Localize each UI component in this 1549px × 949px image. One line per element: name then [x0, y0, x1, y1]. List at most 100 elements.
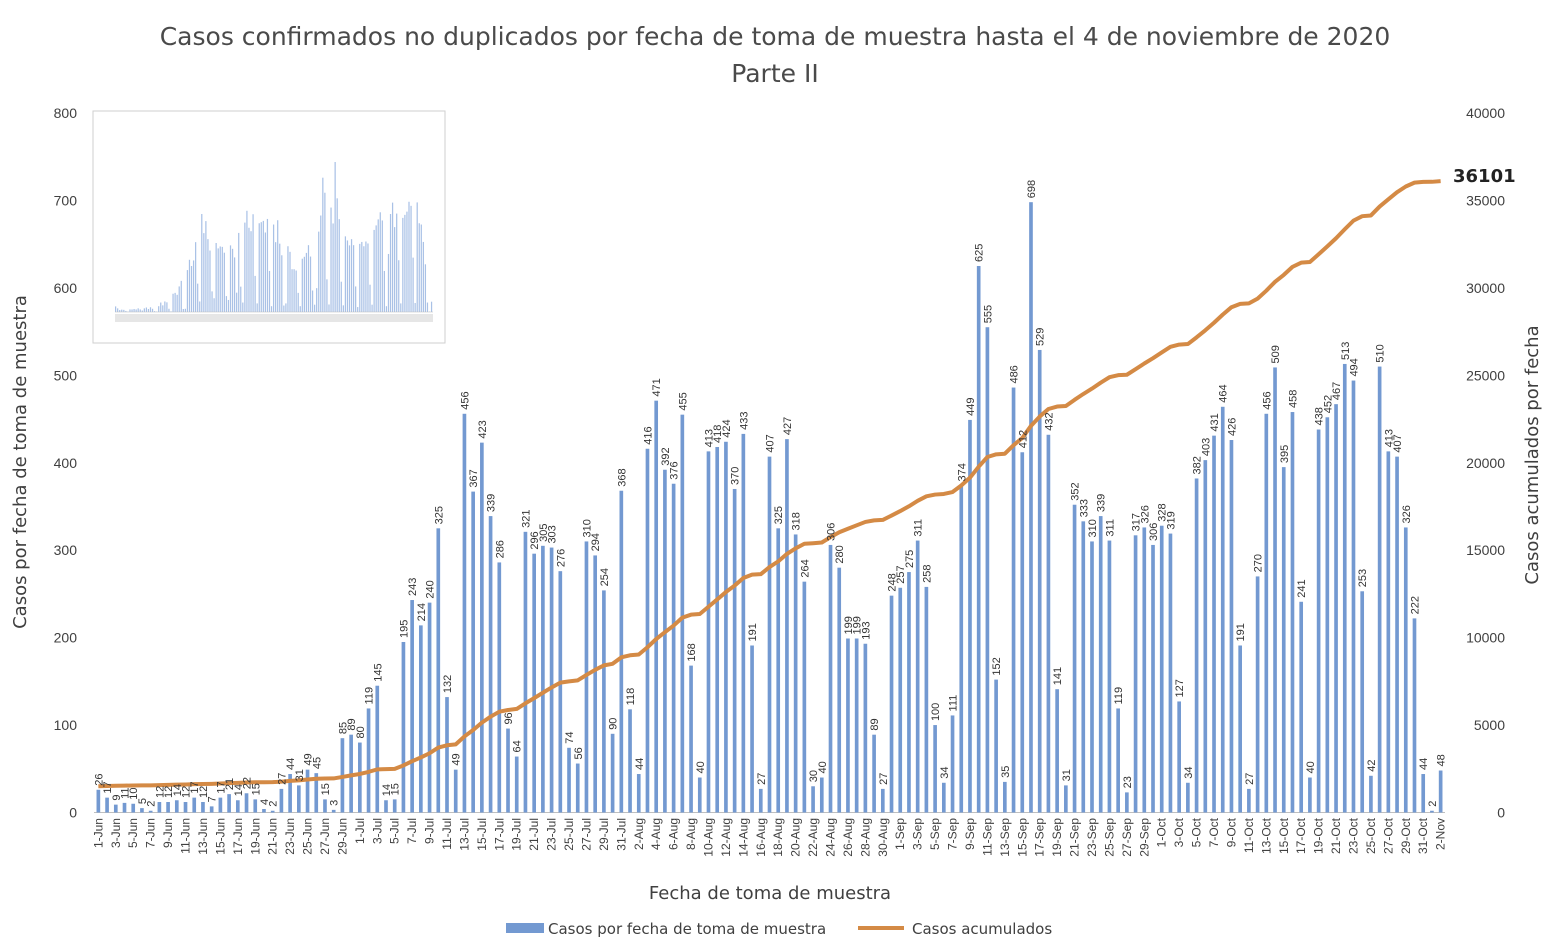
- bar-data-label: 214: [416, 603, 428, 621]
- bar-data-label: 370: [730, 467, 742, 485]
- bar-data-label: 368: [616, 468, 628, 486]
- inset-bar: [357, 307, 359, 312]
- x-tick-label: 7-Oct: [1207, 817, 1221, 847]
- x-tick-label: 14-Aug: [736, 818, 750, 857]
- x-tick-label: 9-Sep: [963, 818, 977, 850]
- bar-data-label: 294: [590, 533, 602, 551]
- inset-bar: [352, 245, 355, 312]
- inset-bar: [414, 302, 416, 312]
- x-tick-label: 16-Aug: [754, 818, 768, 857]
- inset-bar: [264, 232, 266, 312]
- bar: [907, 572, 911, 813]
- inset-bar: [387, 253, 390, 312]
- x-tick-label: 3-Oct: [1172, 817, 1186, 847]
- inset-bar: [371, 304, 373, 312]
- inset-bar: [211, 291, 213, 312]
- inset-bar: [379, 212, 381, 312]
- inset-bar: [117, 308, 119, 312]
- inset-tick-band: [115, 314, 433, 322]
- bar: [933, 725, 937, 813]
- bar-data-label: 26: [93, 774, 105, 786]
- bar: [122, 802, 127, 813]
- inset-bar: [373, 229, 375, 312]
- bar: [750, 645, 754, 813]
- bar-data-label: 513: [1340, 342, 1352, 360]
- cumulative-line-series: [98, 179, 1441, 789]
- inset-bar: [153, 311, 156, 312]
- bar-data-label: 529: [1035, 328, 1047, 346]
- bar: [880, 788, 885, 813]
- bar: [558, 571, 563, 813]
- inset-bar: [375, 225, 377, 312]
- bar-data-label: 44: [285, 758, 297, 770]
- bar-data-label: 127: [1174, 679, 1186, 697]
- bar-data-label: 352: [1070, 482, 1082, 500]
- inset-bar: [305, 252, 308, 312]
- bar-data-label: 407: [765, 434, 777, 452]
- inset-bar: [311, 290, 314, 312]
- inset-bar: [328, 304, 330, 312]
- inset-bar: [301, 258, 303, 312]
- bar: [828, 544, 833, 813]
- bar-data-label: 89: [346, 718, 358, 730]
- bar: [1299, 601, 1304, 813]
- x-tick-label: 11-Jun: [179, 818, 193, 854]
- bar-data-label: 90: [608, 718, 620, 730]
- bar: [767, 456, 772, 813]
- bar: [549, 547, 554, 813]
- bar: [741, 433, 746, 813]
- x-tick-label: 21-Oct: [1329, 817, 1343, 854]
- bar-data-label: 45: [311, 757, 323, 769]
- x-tick-label: 1-Sep: [893, 818, 907, 850]
- inset-bar: [233, 257, 236, 312]
- bar-data-label: 23: [1122, 776, 1134, 788]
- bar-data-label: 486: [1009, 365, 1021, 383]
- inset-bar: [383, 270, 385, 312]
- bar: [575, 763, 580, 813]
- inset-bar: [143, 308, 145, 312]
- bar: [1238, 645, 1243, 813]
- bar: [593, 555, 598, 813]
- inset-bar: [180, 280, 182, 312]
- bar-data-label: 193: [860, 621, 872, 639]
- inset-bar: [369, 284, 371, 312]
- x-tick-label: 28-Aug: [858, 818, 872, 857]
- bar: [113, 804, 118, 813]
- bar: [192, 797, 197, 813]
- inset-bar: [291, 269, 293, 312]
- bar-data-label: 64: [512, 740, 524, 752]
- inset-bar: [377, 219, 379, 312]
- bar: [654, 400, 659, 813]
- bar: [1133, 535, 1138, 813]
- bar-data-label: 240: [425, 580, 437, 598]
- inset-bar: [121, 309, 123, 312]
- inset-bar: [223, 252, 225, 312]
- bar-data-label: 152: [991, 657, 1003, 675]
- inset-bar: [139, 309, 141, 312]
- bar: [1081, 521, 1086, 813]
- inset-bar: [225, 296, 228, 312]
- bar-data-label: 456: [459, 391, 471, 409]
- bar: [96, 789, 101, 813]
- x-tick-label: 7-Jul: [405, 818, 419, 844]
- bar: [976, 266, 981, 813]
- inset-bar: [389, 214, 392, 312]
- bar-data-label: 34: [939, 767, 951, 779]
- bar-data-label: 9: [111, 795, 123, 801]
- inset-bar: [133, 308, 135, 312]
- x-tick-label: 9-Jun: [161, 818, 175, 848]
- x-tick-label: 25-Jun: [301, 818, 315, 855]
- inset-bar: [238, 232, 240, 312]
- x-tick-label: 3-Jul: [370, 818, 384, 844]
- inset-bar: [215, 243, 217, 312]
- bar: [924, 586, 929, 813]
- bar: [1064, 785, 1068, 813]
- bar-data-label: 296: [529, 531, 541, 549]
- bar-data-label: 119: [1113, 687, 1125, 705]
- bar: [846, 638, 850, 813]
- inset-bar: [250, 231, 252, 312]
- bar: [148, 810, 153, 813]
- inset-bar: [145, 307, 148, 312]
- y-left-tick-label: 700: [54, 192, 78, 208]
